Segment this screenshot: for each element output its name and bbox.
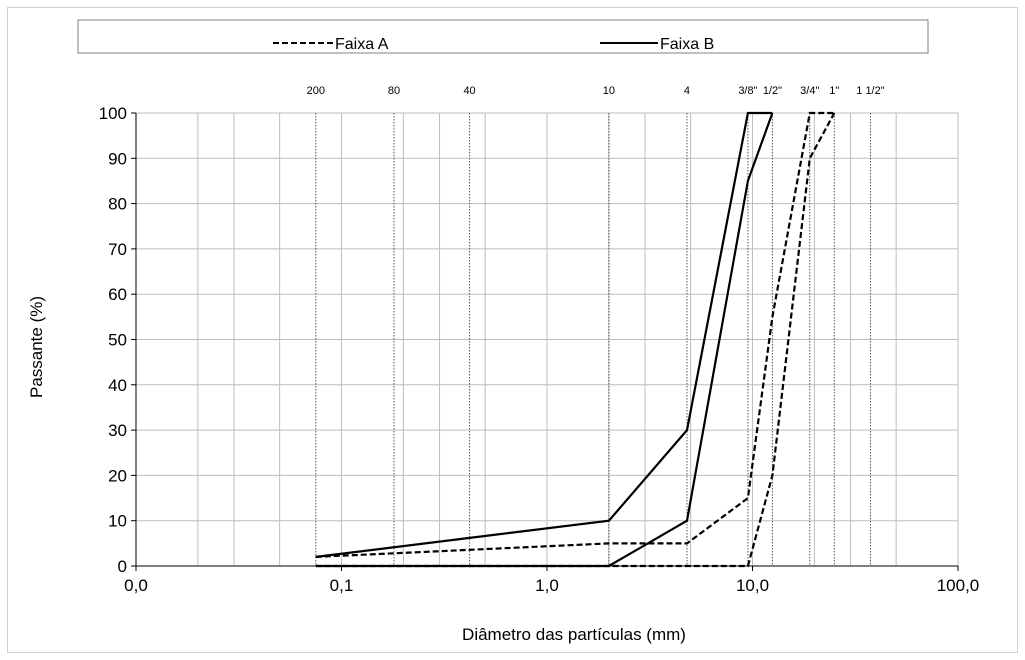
y-tick-label: 70 bbox=[108, 240, 127, 259]
sieve-label: 3/4" bbox=[800, 85, 819, 97]
y-axis-label: Passante (%) bbox=[27, 296, 46, 398]
sieve-label: 4 bbox=[684, 85, 690, 97]
sieve-label: 200 bbox=[307, 85, 325, 97]
axes: 0 10 20 30 40 50 60 70 80 90 100 0,0 0,1 1,0 10,0 100,0 bbox=[99, 104, 980, 595]
x-tick-label: 100,0 bbox=[937, 576, 980, 595]
legend-box bbox=[77, 19, 929, 54]
sieve-label: 40 bbox=[463, 85, 475, 97]
y-tick-label: 60 bbox=[108, 285, 127, 304]
y-tick-label: 50 bbox=[108, 331, 127, 350]
x-tick-label: 0,0 bbox=[124, 576, 148, 595]
chart-frame: Faixa A Faixa B 200 80 40 10 4 3/8" 1/2" 3/4" 1"… bbox=[7, 7, 1018, 653]
sieve-label: 1 1/2" bbox=[856, 85, 884, 97]
legend: Faixa A Faixa B bbox=[77, 19, 929, 54]
sieve-label: 10 bbox=[603, 85, 615, 97]
granulometry-chart: Faixa A Faixa B 200 80 40 10 4 3/8" 1/2" 3/4" 1"… bbox=[27, 19, 980, 644]
series-line-faixa-a-upper bbox=[315, 111, 835, 558]
x-tick-label: 0,1 bbox=[330, 576, 354, 595]
y-tick-label: 100 bbox=[99, 104, 127, 123]
y-tick-label: 20 bbox=[108, 466, 127, 485]
sieve-label: 1" bbox=[829, 85, 839, 97]
x-tick-label: 10,0 bbox=[736, 576, 769, 595]
x-axis-label: Diâmetro das partículas (mm) bbox=[462, 625, 686, 644]
gridlines bbox=[136, 112, 959, 567]
sieve-lines: 200 80 40 10 4 3/8" 1/2" 3/4" 1" 1 1/2" bbox=[307, 85, 885, 566]
sieve-label: 3/8" bbox=[738, 85, 757, 97]
legend-label-faixa-a: Faixa A bbox=[335, 36, 389, 53]
legend-label-faixa-b: Faixa B bbox=[660, 36, 714, 53]
y-tick-label: 0 bbox=[118, 557, 127, 576]
x-tick-label: 1,0 bbox=[535, 576, 559, 595]
y-tick-label: 40 bbox=[108, 376, 127, 395]
y-tick-label: 30 bbox=[108, 421, 127, 440]
y-tick-label: 10 bbox=[108, 512, 127, 531]
series-line-faixa-b-upper bbox=[315, 111, 773, 558]
y-tick-label: 90 bbox=[108, 149, 127, 168]
sieve-label: 1/2" bbox=[763, 85, 782, 97]
sieve-label: 80 bbox=[388, 85, 400, 97]
y-tick-label: 80 bbox=[108, 195, 127, 214]
